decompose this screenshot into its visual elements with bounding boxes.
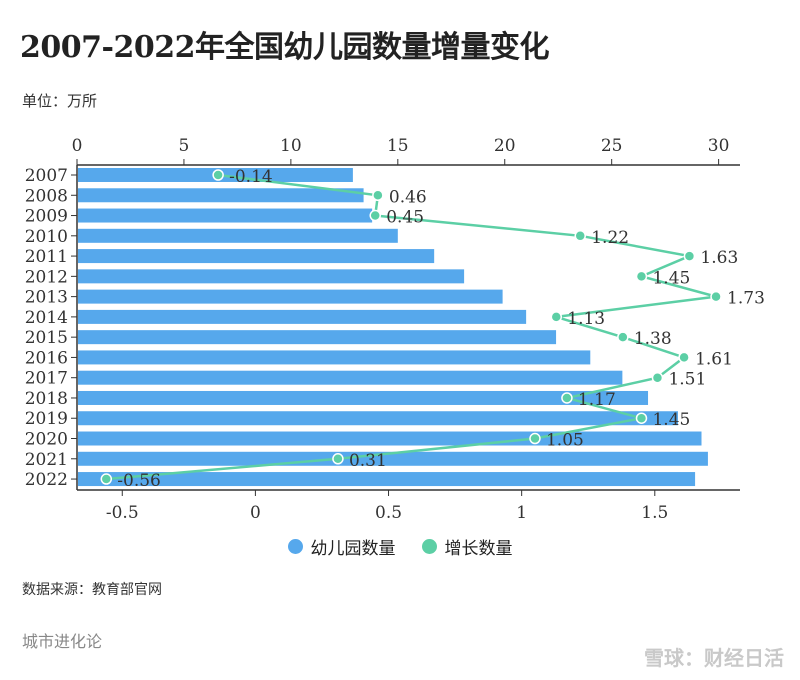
legend-label-bars: 幼儿园数量 xyxy=(310,539,396,559)
category-label: 2007 xyxy=(25,166,68,186)
top-tick-label: 5 xyxy=(179,136,190,156)
growth-data-label: 1.61 xyxy=(695,349,733,369)
top-tick-label: 25 xyxy=(601,136,623,156)
category-label: 2010 xyxy=(25,227,68,247)
legend-swatch-line xyxy=(421,539,437,554)
category-label: 2016 xyxy=(25,348,68,368)
growth-point-2007 xyxy=(212,169,224,181)
bar-2021 xyxy=(78,451,708,466)
category-label: 2020 xyxy=(25,430,68,450)
category-label: 2012 xyxy=(25,267,68,287)
legend: 幼儿园数量 增长数量 xyxy=(0,534,800,559)
bar-2022 xyxy=(78,472,696,487)
growth-point-2022 xyxy=(100,473,113,485)
growth-point-2012 xyxy=(635,270,648,283)
growth-data-label: -0.56 xyxy=(117,471,161,491)
growth-data-label: 1.38 xyxy=(634,329,672,349)
growth-point-2011 xyxy=(683,250,696,262)
top-tick-label: 0 xyxy=(72,136,83,156)
growth-data-label: -0.14 xyxy=(229,167,273,187)
bottom-tick-label: 0 xyxy=(250,503,261,523)
top-tick-label: 30 xyxy=(708,136,730,156)
legend-swatch-bars xyxy=(287,539,303,554)
growth-data-label: 0.45 xyxy=(386,208,424,228)
growth-data-label: 1.13 xyxy=(567,309,605,329)
bar-2018 xyxy=(78,390,649,405)
chart-title: 2007-2022年全国幼儿园数量增量变化 xyxy=(20,30,549,65)
bar-2016 xyxy=(78,350,591,365)
growth-point-2008 xyxy=(372,189,384,202)
category-label: 2013 xyxy=(25,288,68,308)
bar-2013 xyxy=(78,289,503,304)
growth-point-2010 xyxy=(574,230,586,242)
growth-data-label: 1.51 xyxy=(668,370,706,390)
legend-label-line: 增长数量 xyxy=(444,539,513,559)
top-tick-label: 20 xyxy=(494,136,516,156)
growth-data-label: 1.73 xyxy=(727,289,765,309)
growth-point-2016 xyxy=(678,351,690,364)
category-label: 2022 xyxy=(25,470,68,490)
bottom-tick-label: -0.5 xyxy=(106,503,139,523)
growth-point-2017 xyxy=(651,371,664,384)
growth-data-label: 0.31 xyxy=(349,451,387,471)
bar-2009 xyxy=(78,208,373,223)
bar-2011 xyxy=(78,249,435,264)
top-tick-label: 10 xyxy=(280,136,302,156)
growth-data-label: 1.17 xyxy=(578,390,616,410)
category-label: 2018 xyxy=(25,389,68,409)
category-label: 2021 xyxy=(25,450,68,470)
category-label: 2009 xyxy=(25,207,68,227)
growth-point-2021 xyxy=(332,453,344,465)
legend-item-bars[interactable]: 幼儿园数量 xyxy=(287,534,396,559)
growth-point-2013 xyxy=(710,290,722,303)
growth-data-label: 1.63 xyxy=(700,248,738,268)
category-label: 2019 xyxy=(25,409,68,429)
watermark: 雪球：财经日活 xyxy=(644,646,784,670)
growth-data-label: 0.46 xyxy=(389,187,427,207)
category-label: 2017 xyxy=(25,369,68,389)
category-label: 2011 xyxy=(25,247,68,267)
bar-2019 xyxy=(78,411,678,426)
bar-2012 xyxy=(78,269,465,284)
growth-data-label: 1.45 xyxy=(652,268,690,288)
bar-2020 xyxy=(78,431,702,446)
category-label: 2015 xyxy=(25,328,68,348)
bar-2010 xyxy=(78,228,398,243)
bottom-tick-label: 1.5 xyxy=(641,503,668,523)
top-tick-label: 15 xyxy=(387,136,409,156)
growth-point-2019 xyxy=(635,412,648,424)
unit-label: 单位：万所 xyxy=(22,92,98,110)
source-note: 数据来源：教育部官网 xyxy=(22,582,162,598)
bar-2017 xyxy=(78,370,623,385)
growth-point-2009 xyxy=(369,209,381,222)
growth-point-2014 xyxy=(550,311,563,323)
bottom-tick-label: 0.5 xyxy=(375,503,402,523)
growth-point-2018 xyxy=(561,392,573,404)
growth-point-2020 xyxy=(529,432,541,445)
bar-2014 xyxy=(78,309,527,324)
growth-line xyxy=(106,173,717,481)
bar-2008 xyxy=(78,188,364,203)
brand-label: 城市进化论 xyxy=(22,632,103,651)
growth-point-2015 xyxy=(617,331,629,343)
growth-data-label: 1.05 xyxy=(546,431,584,451)
category-label: 2008 xyxy=(25,186,68,206)
category-label: 2014 xyxy=(25,308,68,328)
bottom-tick-label: 1 xyxy=(516,503,527,523)
growth-data-label: 1.45 xyxy=(652,410,690,430)
growth-data-label: 1.22 xyxy=(591,228,629,248)
legend-item-line[interactable]: 增长数量 xyxy=(421,534,513,559)
bar-2015 xyxy=(78,330,557,345)
